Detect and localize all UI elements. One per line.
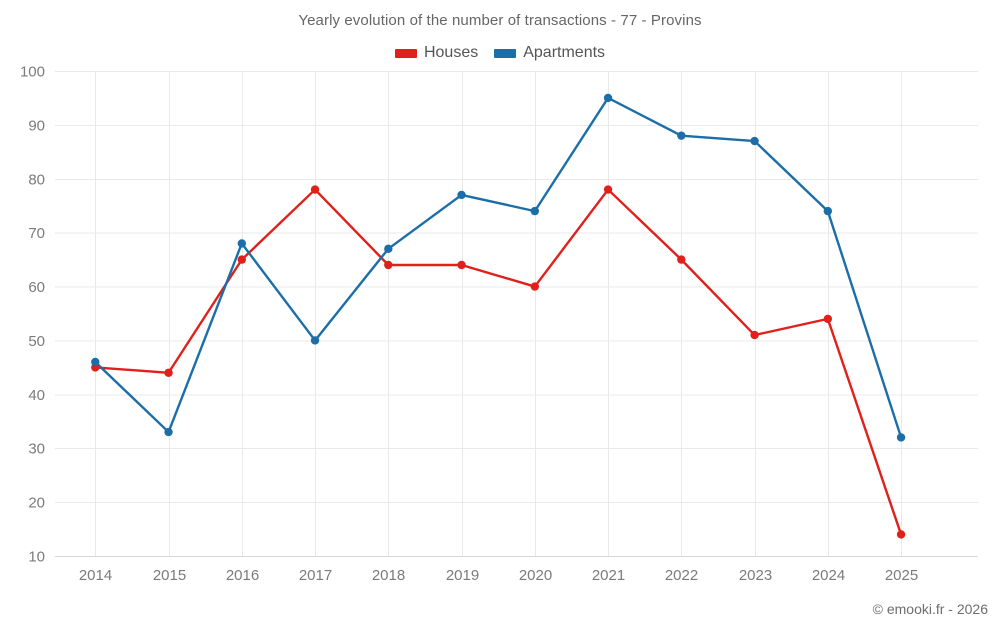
x-axis-tick-label: 2017 — [299, 567, 332, 584]
legend-swatch-houses — [394, 48, 417, 58]
x-axis-tick-label: 2016 — [226, 567, 259, 584]
data-point-apartments-2017[interactable] — [310, 336, 320, 345]
data-point-houses-2022[interactable] — [677, 255, 686, 264]
y-axis-tick-label: 80 — [28, 171, 45, 188]
data-point-houses-2017[interactable] — [310, 185, 320, 194]
y-axis-tick-label: 50 — [28, 333, 45, 350]
x-axis-tick-label: 2015 — [153, 567, 186, 584]
y-axis-tick-label: 70 — [28, 225, 45, 242]
data-point-apartments-2019[interactable] — [457, 190, 466, 200]
x-axis-tick-label: 2022 — [665, 567, 698, 584]
data-point-houses-2016[interactable] — [237, 255, 246, 264]
data-point-houses-2018[interactable] — [384, 260, 393, 270]
legend-swatch-apartments — [494, 48, 517, 58]
x-axis-tick-label: 2018 — [372, 567, 405, 584]
y-axis-tick-label: 100 — [20, 64, 45, 81]
series-line-apartments — [94, 96, 903, 439]
data-point-apartments-2021[interactable] — [603, 93, 613, 103]
data-point-apartments-2018[interactable] — [384, 244, 393, 254]
data-point-houses-2015[interactable] — [164, 368, 173, 377]
data-point-apartments-2015[interactable] — [164, 427, 173, 437]
x-axis-tick-label: 2025 — [885, 567, 918, 584]
legend-label-apartments: Apartments — [523, 44, 606, 61]
x-axis-tick-label: 2020 — [519, 567, 552, 584]
data-point-apartments-2024[interactable] — [823, 206, 833, 216]
data-point-houses-2025[interactable] — [896, 530, 906, 539]
copyright-credit: © emooki.fr - 2026 — [872, 601, 988, 617]
data-point-apartments-2020[interactable] — [530, 206, 540, 216]
data-point-apartments-2025[interactable] — [896, 433, 906, 442]
data-point-houses-2023[interactable] — [750, 330, 759, 340]
x-axis-tick-label: 2023 — [739, 567, 772, 584]
y-axis-tick-label: 40 — [28, 387, 45, 404]
x-axis-tick-label: 2014 — [79, 567, 112, 584]
chart-title: Yearly evolution of the number of transa… — [298, 12, 702, 29]
chart-legend: Houses Apartments — [0, 44, 1000, 62]
x-axis-tick-label: 2019 — [446, 567, 479, 584]
x-axis-tick-label: 2021 — [592, 567, 625, 584]
y-axis-tick-label: 30 — [28, 441, 45, 458]
data-point-apartments-2014[interactable] — [91, 357, 100, 367]
y-axis-tick-label: 20 — [28, 495, 45, 512]
y-axis-tick-label: 60 — [28, 279, 45, 296]
x-axis-tick-label: 2024 — [812, 567, 845, 584]
legend-item-houses[interactable]: Houses — [394, 44, 479, 62]
y-axis-tick-label: 10 — [28, 549, 45, 566]
y-axis-tick-label: 90 — [28, 117, 45, 134]
data-point-houses-2024[interactable] — [823, 314, 833, 324]
data-point-apartments-2016[interactable] — [237, 239, 246, 248]
legend-item-apartments[interactable]: Apartments — [494, 44, 605, 62]
legend-label-houses: Houses — [423, 44, 479, 61]
data-point-apartments-2022[interactable] — [677, 131, 686, 140]
data-point-apartments-2023[interactable] — [750, 136, 759, 146]
series-line-houses — [94, 188, 903, 536]
data-point-houses-2020[interactable] — [530, 282, 540, 291]
data-point-houses-2019[interactable] — [457, 260, 466, 270]
data-point-houses-2021[interactable] — [603, 185, 613, 194]
